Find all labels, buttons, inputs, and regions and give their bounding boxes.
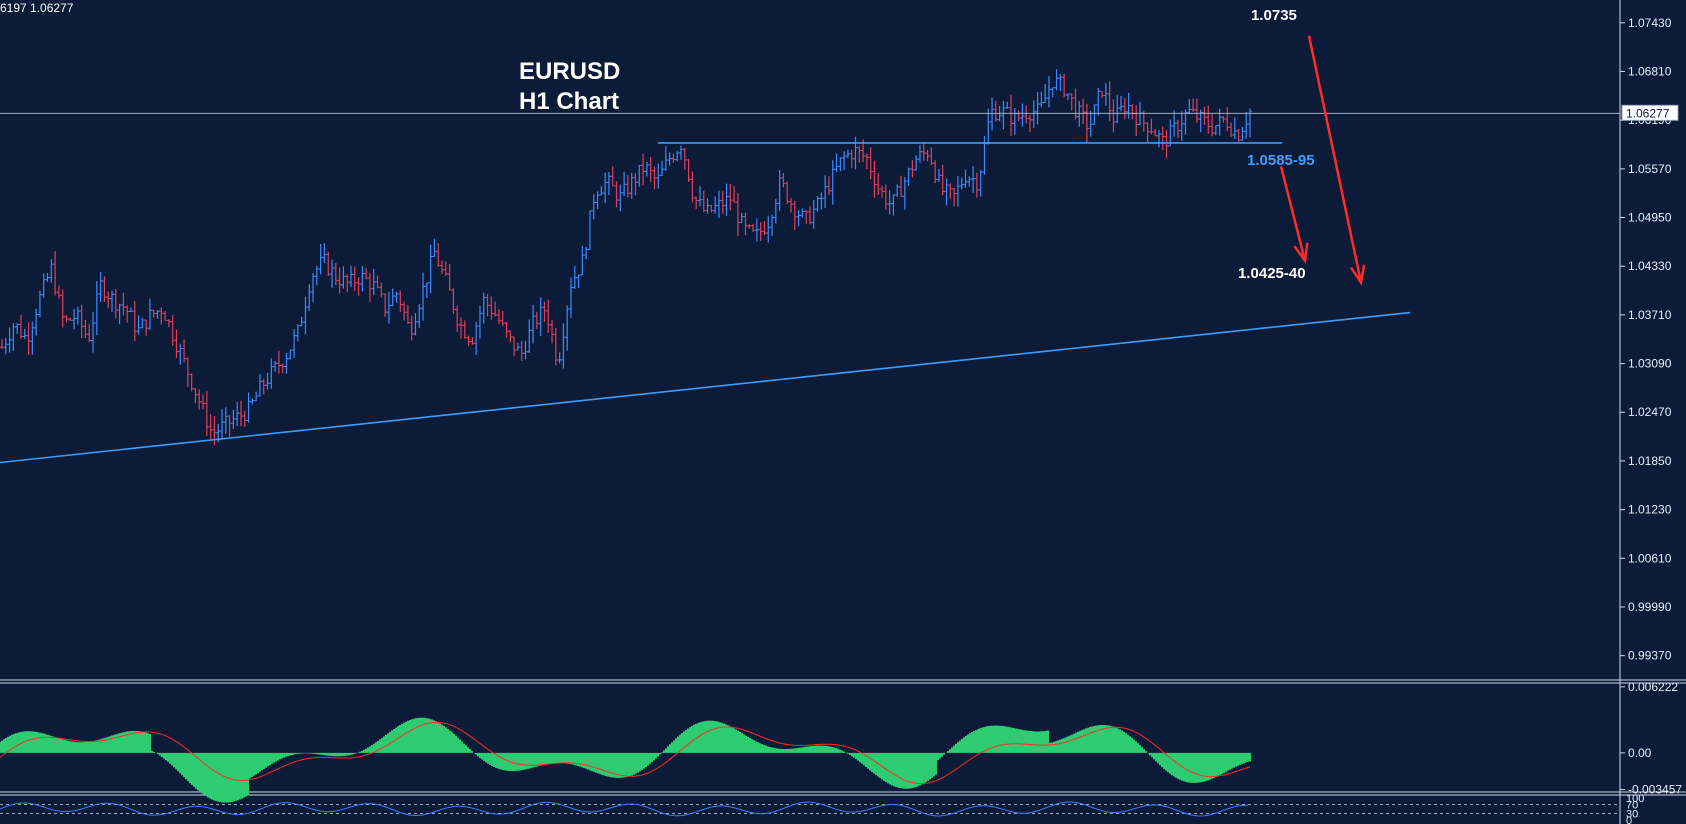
rsi-tick-label: 0 <box>1626 815 1632 824</box>
macd-tick-label: 0.006222 <box>1628 680 1678 694</box>
annotation-resistance: 1.0585-95 <box>1247 152 1315 169</box>
current-price-label: 1.06277 <box>1626 106 1670 120</box>
macd-signal-line <box>0 721 1251 785</box>
price-axis: 1.074301.068101.061901.055701.049501.043… <box>1620 16 1682 824</box>
y-tick-label: 0.99990 <box>1628 600 1672 614</box>
macd-histogram <box>0 717 1251 803</box>
y-tick-label: 0.99370 <box>1628 649 1672 663</box>
rsi-panel <box>0 801 1620 817</box>
macd-tick-label: 0.00 <box>1628 746 1652 760</box>
macd-tick-label: -0.003457 <box>1628 783 1682 797</box>
ohlc-info: 6197 1.06277 <box>0 1 74 15</box>
rsi-line <box>0 801 1249 817</box>
y-tick-label: 1.04330 <box>1628 259 1672 273</box>
projection-arrow-long <box>1307 35 1363 283</box>
annotation-target: 1.0425-40 <box>1238 265 1306 282</box>
y-tick-label: 1.03090 <box>1628 357 1672 371</box>
y-tick-label: 1.02470 <box>1628 405 1672 419</box>
current-price-box <box>1621 104 1679 121</box>
y-tick-label: 1.01850 <box>1628 454 1672 468</box>
y-tick-label: 1.01230 <box>1628 503 1672 517</box>
y-tick-label: 1.03710 <box>1628 308 1672 322</box>
rsi-tick-label: 100 <box>1626 793 1644 805</box>
chart-title: EURUSD <box>519 58 620 85</box>
rsi-tick-label: 30 <box>1626 808 1638 820</box>
y-tick-label: 1.05570 <box>1628 162 1672 176</box>
annotation-high: 1.0735 <box>1251 7 1297 24</box>
y-tick-label: 1.06810 <box>1628 64 1672 78</box>
macd-panel <box>0 717 1251 803</box>
projection-arrow-short-head <box>1293 242 1309 264</box>
y-tick-label: 1.07430 <box>1628 16 1672 30</box>
y-tick-label: 1.00610 <box>1628 551 1672 565</box>
projection-arrow-long-head <box>1349 264 1366 286</box>
y-tick-label: 1.04950 <box>1628 211 1672 225</box>
ascending-trendline <box>0 311 1411 464</box>
chart-subtitle: H1 Chart <box>519 88 619 115</box>
chart-labels: 6197 1.06277 EURUSD H1 Chart 1.0735 1.05… <box>0 1 1315 282</box>
price-bars <box>0 69 1252 446</box>
rsi-tick-label: 70 <box>1626 800 1638 812</box>
projection-arrow-short <box>1279 166 1307 262</box>
trend-lines <box>0 35 1620 464</box>
